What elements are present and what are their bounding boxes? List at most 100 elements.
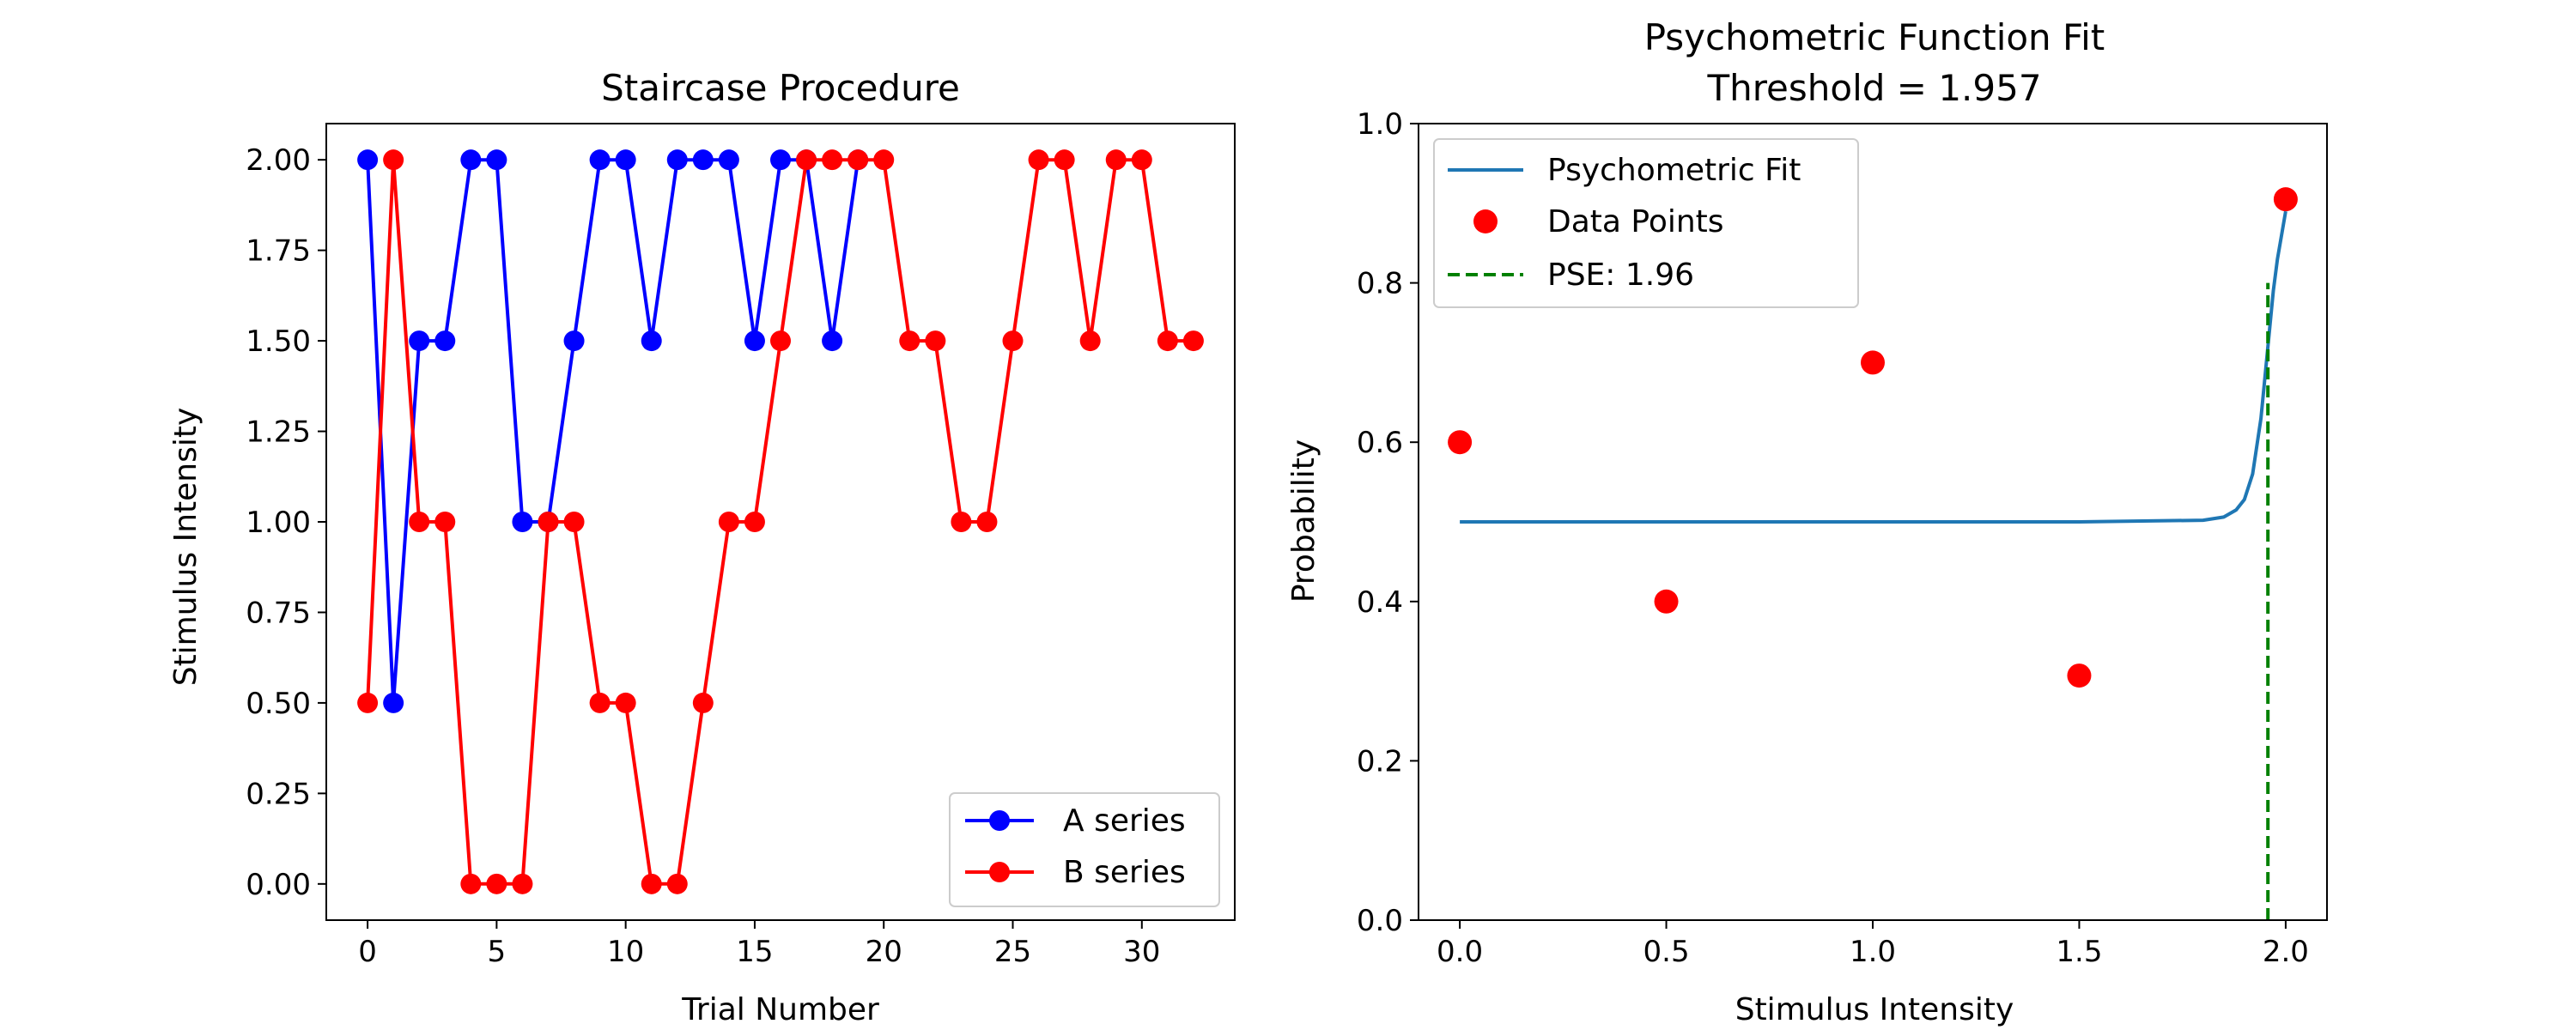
data-point [666, 149, 688, 171]
data-point [692, 149, 714, 171]
data-point [357, 149, 379, 171]
x-tick-label: 0.0 [1437, 935, 1483, 969]
legend-marker-a [989, 810, 1010, 831]
series-line-0 [1460, 210, 2287, 524]
y-tick-label: 1.25 [246, 415, 311, 450]
axes-frame [325, 123, 1236, 921]
data-point [770, 149, 791, 171]
data-point [1079, 330, 1101, 352]
data-point [770, 330, 791, 352]
data-point [2067, 663, 2092, 688]
data-point [383, 149, 404, 171]
x-tick-label: 0 [358, 935, 377, 969]
data-point [666, 873, 688, 894]
y-tick-label: 0.25 [246, 777, 311, 811]
data-point [718, 512, 739, 532]
axis-ticks: 0.0 0.5 1.0 1.5 2.0 0.0 0.2 0.4 0.6 0.8 1.0 [1357, 107, 2309, 969]
data-point [1054, 149, 1075, 171]
data-point [1028, 149, 1049, 171]
data-point [538, 512, 559, 532]
x-tick-label: 25 [994, 935, 1031, 969]
data-point [976, 512, 998, 532]
x-tick-label: 5 [488, 935, 507, 969]
data-point [589, 149, 611, 171]
legend-box [1433, 138, 1859, 308]
y-tick-label: 0.4 [1357, 585, 1403, 620]
y-tick-label: 0.2 [1357, 744, 1403, 779]
y-tick-label: 0.6 [1357, 426, 1403, 460]
y-axis-label: Stimulus Intensity [168, 408, 204, 687]
data-point [357, 692, 379, 713]
data-point [512, 512, 533, 532]
data-point [409, 512, 430, 532]
data-point [409, 330, 430, 352]
data-point [1654, 589, 1679, 614]
chart-title: Staircase Procedure [601, 67, 960, 109]
y-tick-label: 1.75 [246, 234, 311, 269]
data-point [951, 512, 972, 532]
legend-marker-b [989, 862, 1010, 882]
data-point [1002, 330, 1024, 352]
data-point [1182, 330, 1204, 352]
data-point [1861, 350, 1885, 375]
data-point [1131, 149, 1152, 171]
data-point [848, 149, 869, 171]
data-point [744, 330, 765, 352]
legend-label-pse: PSE: 1.96 [1547, 258, 1694, 293]
data-point [434, 330, 456, 352]
legend: A series B series [949, 792, 1220, 907]
legend-label-fit: Psychometric Fit [1547, 153, 1801, 188]
y-tick-label: 0.8 [1357, 267, 1403, 301]
x-tick-label: 30 [1123, 935, 1160, 969]
data-point [563, 512, 585, 532]
data-point [822, 149, 843, 171]
x-tick-label: 20 [866, 935, 902, 969]
data-point [744, 512, 765, 532]
x-axis-label: Trial Number [681, 992, 879, 1027]
data-point [460, 149, 482, 171]
legend: Psychometric Fit Data Points PSE: 1.96 [1433, 138, 1859, 308]
y-tick-label: 0.00 [246, 868, 311, 902]
data-point [615, 692, 636, 713]
axis-ticks: 0 5 10 15 20 25 30 0.00 0.25 0.50 0.75 1.00 1.25 1.50… [246, 143, 1160, 969]
data-point [899, 330, 920, 352]
legend-marker-data [1473, 209, 1498, 233]
y-tick-label: 0.75 [246, 596, 311, 630]
data-point [589, 692, 611, 713]
y-tick-label: 2.00 [246, 143, 311, 178]
x-axis-label: Stimulus Intensity [1735, 992, 2014, 1027]
chart-subtitle: Threshold = 1.957 [1706, 67, 2041, 109]
data-point [641, 873, 662, 894]
y-tick-label: 1.0 [1357, 107, 1403, 142]
x-tick-label: 15 [736, 935, 773, 969]
data-point [486, 873, 507, 894]
data-point [925, 330, 946, 352]
axes-frame [1418, 123, 2328, 921]
data-point [692, 692, 714, 713]
data-point [1105, 149, 1127, 171]
legend-label-b: B series [1063, 855, 1186, 890]
data-point [1448, 430, 1473, 455]
y-tick-label: 0.0 [1357, 904, 1403, 938]
data-point [383, 692, 404, 713]
plot-series [357, 149, 1204, 894]
plot-series [1448, 187, 2298, 920]
data-point [434, 512, 456, 532]
data-point [718, 149, 739, 171]
data-point [873, 149, 895, 171]
data-point [1157, 330, 1178, 352]
x-tick-label: 10 [607, 935, 644, 969]
x-tick-label: 0.5 [1643, 935, 1690, 969]
legend-label-data: Data Points [1547, 204, 1724, 239]
x-tick-label: 1.0 [1850, 935, 1896, 969]
x-tick-label: 1.5 [2056, 935, 2102, 969]
legend-label-a: A series [1063, 803, 1186, 839]
data-point [641, 330, 662, 352]
y-tick-label: 1.50 [246, 324, 311, 359]
data-point [2273, 187, 2298, 212]
data-point [486, 149, 507, 171]
series-line-0 [366, 158, 860, 705]
y-axis-label: Probability [1286, 439, 1321, 603]
